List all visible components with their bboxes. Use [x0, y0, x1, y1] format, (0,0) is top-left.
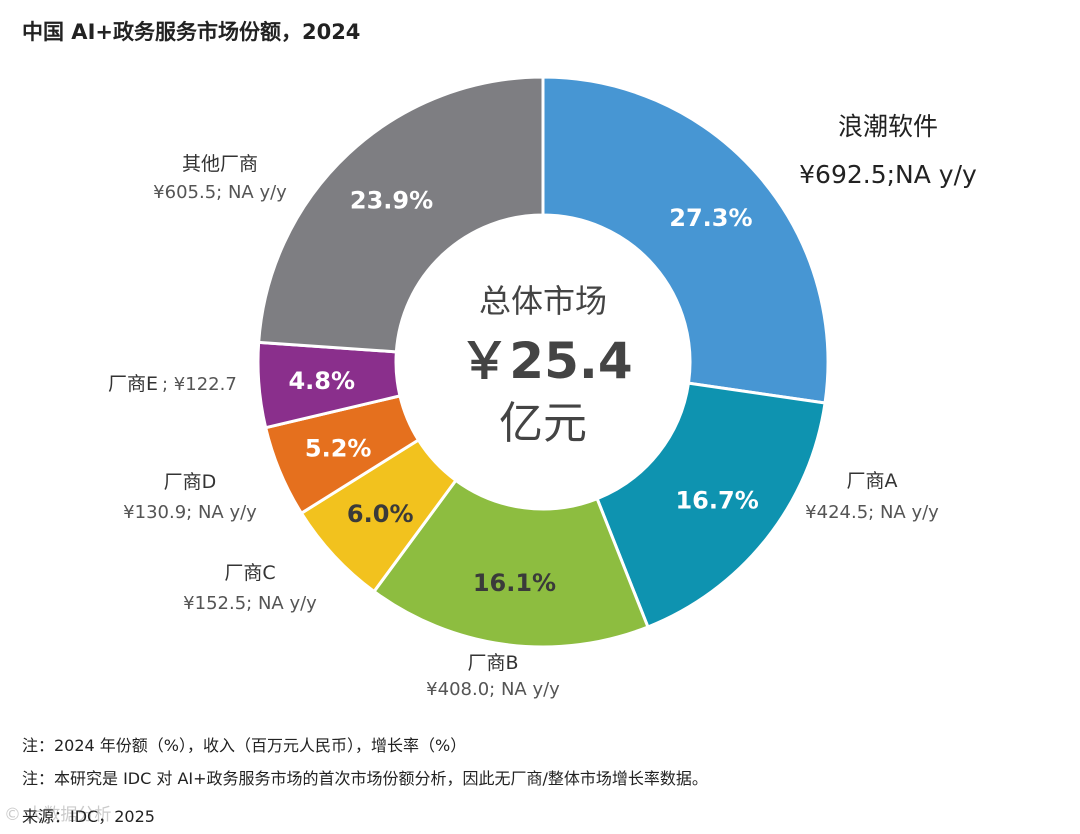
- source-note: 来源：IDC，2025: [22, 807, 155, 826]
- slice-pct-label-3: 16.1%: [473, 569, 556, 597]
- segment-name-1: 浪潮软件: [838, 112, 938, 141]
- slice-pct-label-2: 16.7%: [675, 487, 758, 515]
- segment-value-3: ¥408.0; NA y/y: [426, 679, 560, 700]
- slice-3: [371, 478, 650, 649]
- slice-pct-label-1: 27.3%: [669, 204, 752, 232]
- segment-name-2: 厂商A: [847, 470, 898, 492]
- segment-value-2: ¥424.5; NA y/y: [805, 502, 939, 523]
- segment-value-4: ¥152.5; NA y/y: [183, 593, 317, 614]
- segment-name-4: 厂商C: [224, 562, 275, 584]
- center-line-1: 总体市场: [479, 282, 607, 320]
- slice-7: [257, 75, 545, 354]
- slice-pct-label-5: 5.2%: [305, 435, 372, 463]
- slice-pct-label-4: 6.0%: [347, 500, 414, 528]
- percent-labels: 27.3% 16.7% 16.1% 6.0% 5.2% 4.8% 23.9%: [288, 187, 758, 597]
- watermark: © 大数据分析: [4, 805, 112, 825]
- slice-2: [595, 381, 827, 629]
- center-label: 总体市场 ￥25.4 亿元: [459, 282, 632, 449]
- note-units: 注：2024 年份额（%），收入（百万元人民币），增长率（%）: [22, 736, 467, 755]
- center-line-3: 亿元: [499, 398, 587, 449]
- chart-title: 中国 AI+政务服务市场份额，2024: [22, 20, 361, 44]
- slice-pct-label-7: 23.9%: [350, 187, 433, 215]
- segment-labels: 浪潮软件 ¥692.5;NA y/y 厂商A ¥424.5; NA y/y 厂商B ¥40…: [108, 112, 977, 700]
- segment-value-7: ¥605.5; NA y/y: [153, 182, 287, 203]
- segment-name-7: 其他厂商: [182, 153, 258, 175]
- segment-value-6: ; ¥122.7: [162, 374, 237, 395]
- slice-1: [541, 75, 830, 405]
- segment-name-3: 厂商B: [467, 652, 518, 674]
- donut-slices: [256, 75, 830, 649]
- segment-name-6: 厂商E: [108, 373, 158, 395]
- slice-pct-label-6: 4.8%: [288, 367, 355, 395]
- segment-value-1: ¥692.5;NA y/y: [799, 160, 977, 189]
- segment-value-5: ¥130.9; NA y/y: [123, 502, 257, 523]
- note-first-study: 注：本研究是 IDC 对 AI+政务服务市场的首次市场份额分析，因此无厂商/整体…: [22, 769, 708, 788]
- segment-name-5: 厂商D: [164, 471, 217, 493]
- center-line-2: ￥25.4: [459, 332, 632, 390]
